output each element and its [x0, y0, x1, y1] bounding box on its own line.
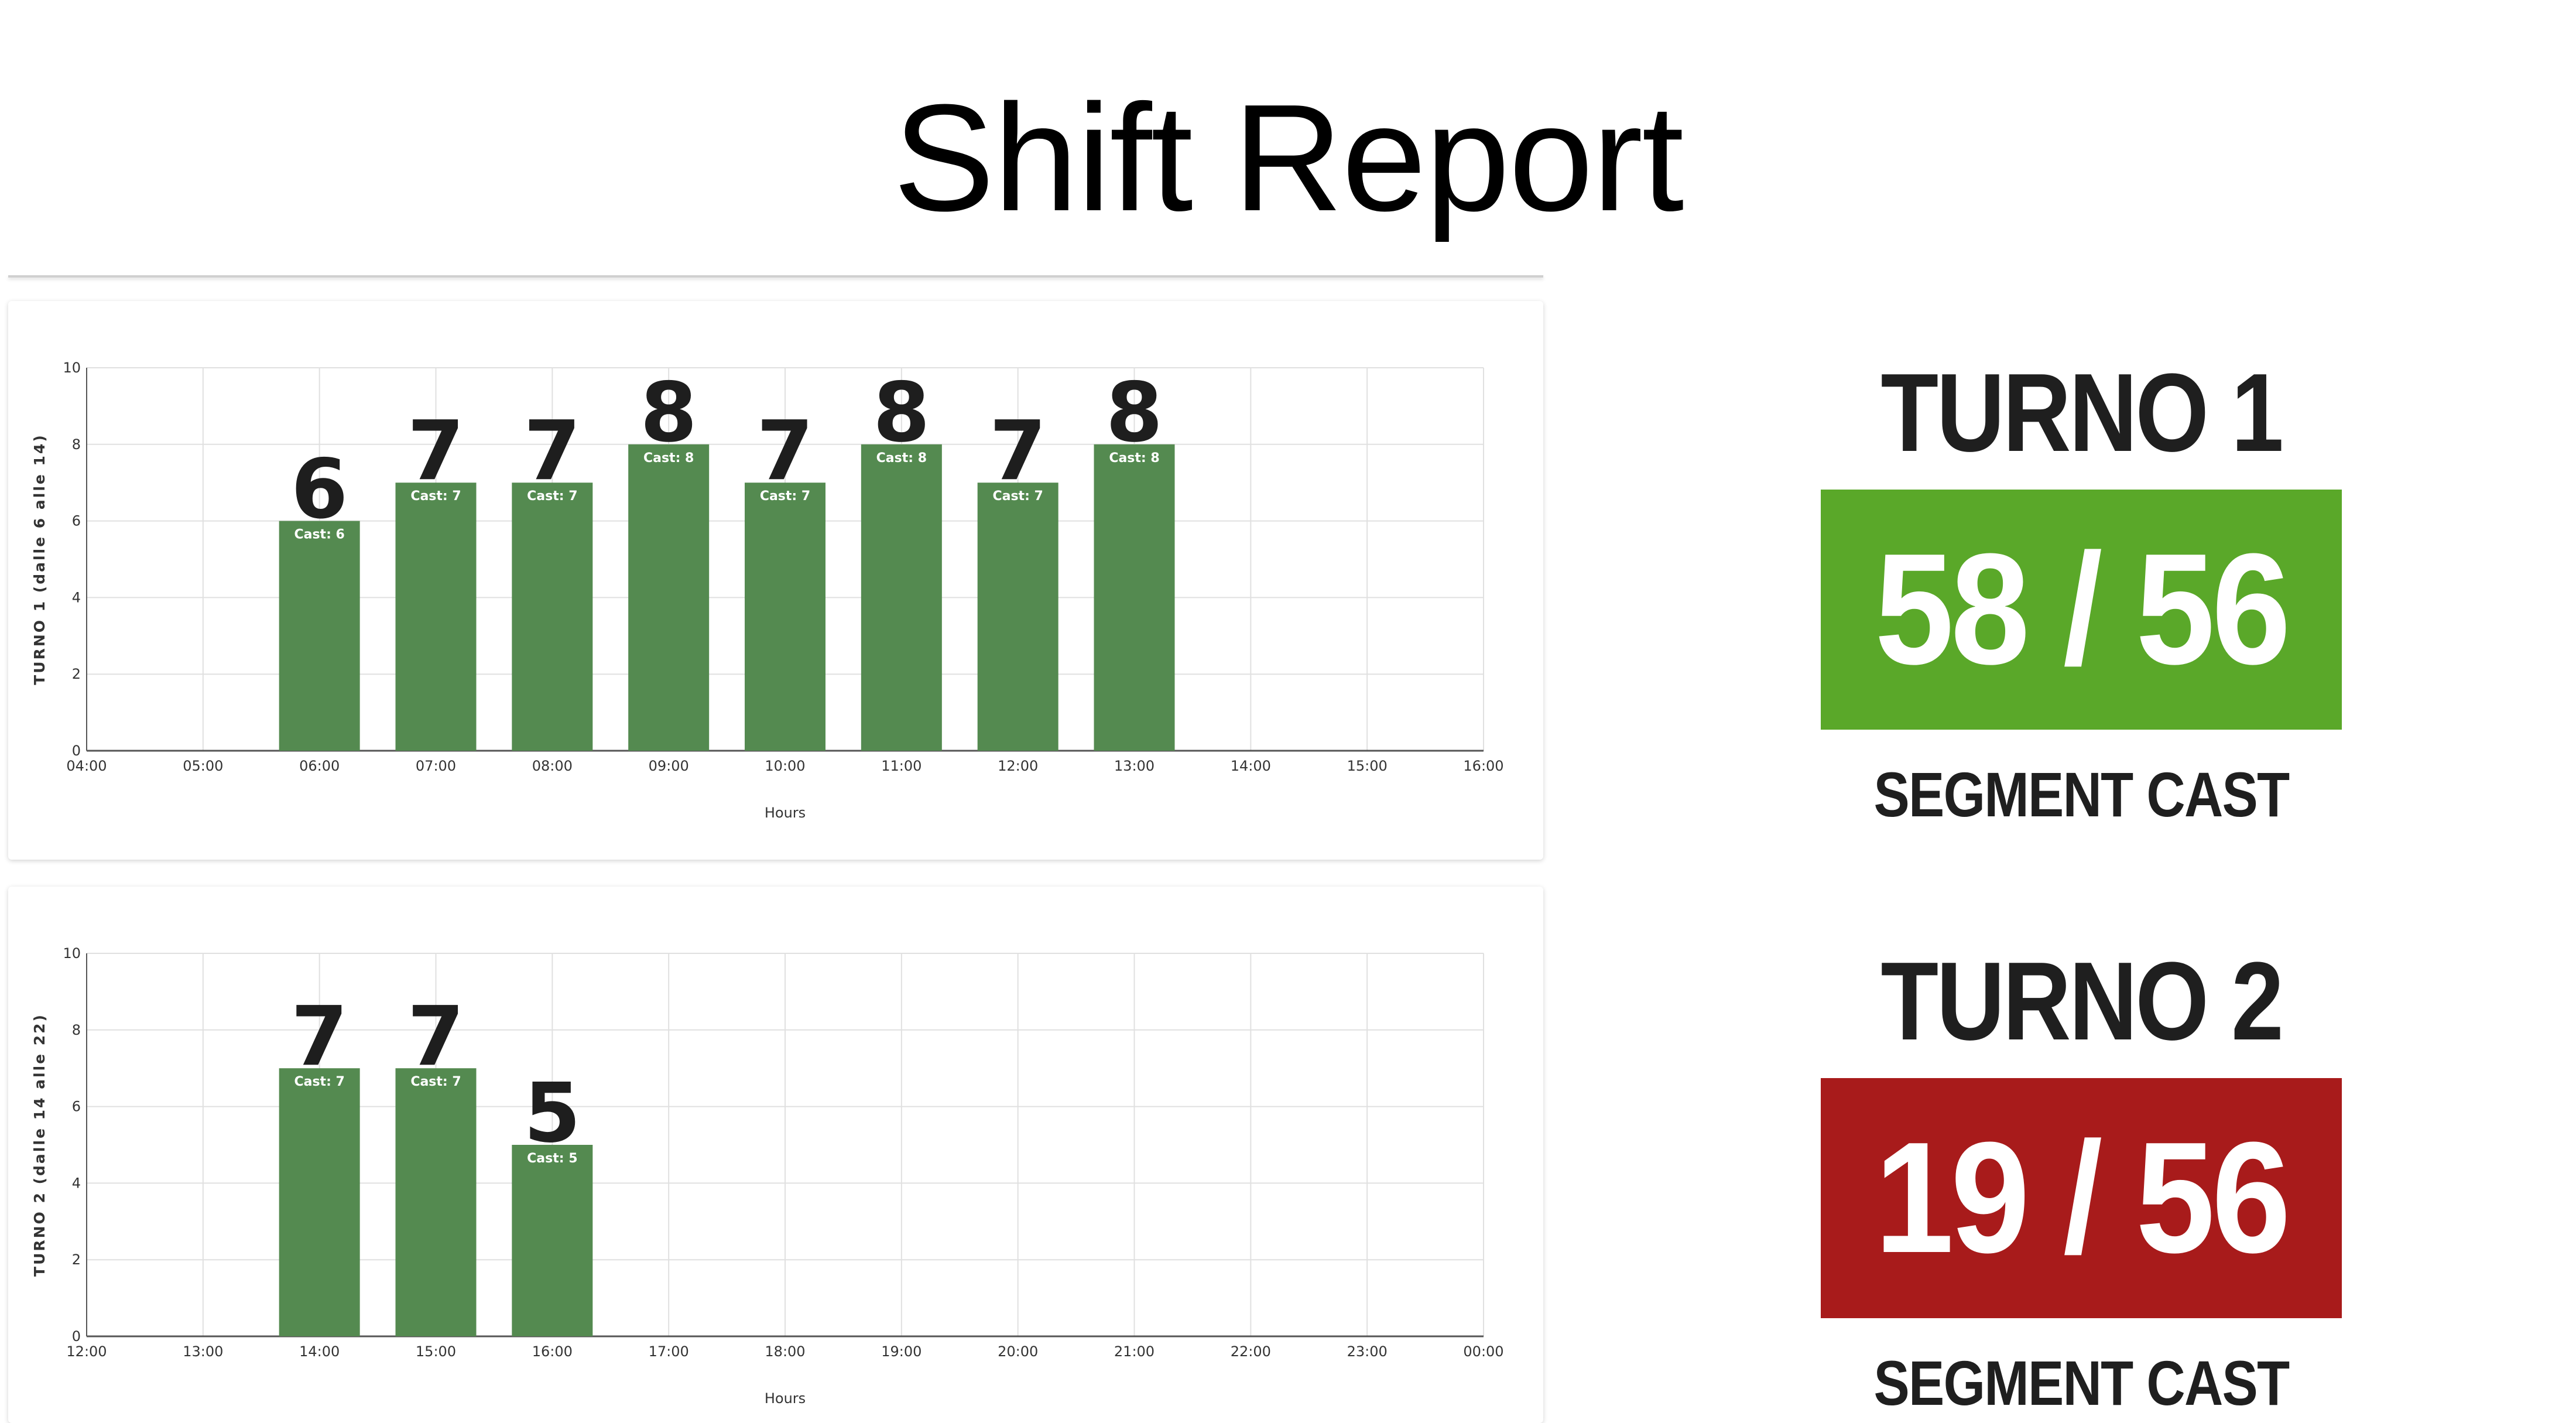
kpi-title: TURNO 1: [1880, 351, 2283, 475]
x-tick-label: 16:00: [1463, 758, 1503, 774]
x-axis-title: Hours: [765, 805, 806, 821]
y-tick-label: 2: [72, 1251, 81, 1268]
chart-turno-2: 0 2 4 6 8 10 12:00 13:00 14:00 15:00 16:00 17:00 18:…: [31, 945, 1504, 1407]
bar-cast-label: Cast: 6: [294, 528, 344, 542]
x-tick-label: 13:00: [1114, 758, 1155, 774]
x-tick-label: 06:00: [299, 758, 340, 774]
bar-cast-label: Cast: 7: [760, 489, 810, 504]
x-tick-label: 19:00: [881, 1343, 922, 1360]
bar-cast-label: Cast: 7: [527, 489, 577, 504]
kpi-title: TURNO 2: [1880, 939, 2283, 1063]
y-tick-label: 10: [63, 360, 81, 376]
chart-turno-1: 0 2 4 6 8 10 04:00 05:00 06:00 07:00 08:00 09:00 10:…: [31, 360, 1504, 821]
y-tick-label: 6: [72, 1099, 81, 1115]
chart-card-turno-1: 0 2 4 6 8 10 04:00 05:00 06:00 07:00 08:00 09:00 10:…: [8, 301, 1543, 860]
x-tick-label: 15:00: [416, 1343, 456, 1360]
bar-value-label: 7: [524, 403, 581, 499]
x-tick-label: 14:00: [1231, 758, 1271, 774]
x-tick-label: 10:00: [765, 758, 805, 774]
x-tick-label: 11:00: [881, 758, 922, 774]
y-axis-title: TURNO 1 (dalle 6 alle 14): [31, 433, 48, 685]
kpi-label: SEGMENT CAST: [1873, 1347, 2290, 1418]
kpi-value-box: 19 / 56: [1821, 1078, 2342, 1318]
bar: [395, 1068, 477, 1336]
x-tick-label: 09:00: [649, 758, 689, 774]
x-tick-label: 23:00: [1347, 1343, 1388, 1360]
y-tick-label: 6: [72, 513, 81, 529]
bar: [279, 1068, 360, 1336]
bar-cast-label: Cast: 5: [527, 1151, 577, 1166]
x-tick-label: 18:00: [765, 1343, 805, 1360]
bar-value-label: 7: [407, 989, 464, 1085]
x-tick-label: 20:00: [998, 1343, 1038, 1360]
x-tick-label: 22:00: [1231, 1343, 1271, 1360]
x-tick-label: 12:00: [998, 758, 1038, 774]
chart-card-turno-2: 0 2 4 6 8 10 12:00 13:00 14:00 15:00 16:00 17:00 18:…: [8, 887, 1543, 1423]
kpi-turno-1: TURNO 1 58 / 56 SEGMENT CAST: [1821, 351, 2342, 833]
bar-value-label: 7: [989, 403, 1046, 499]
x-tick-label: 07:00: [416, 758, 456, 774]
bar-cast-label: Cast: 8: [1109, 451, 1159, 466]
bar: [395, 483, 477, 751]
y-tick-label: 0: [72, 743, 81, 759]
kpi-label: SEGMENT CAST: [1873, 759, 2290, 830]
x-tick-label: 16:00: [532, 1343, 573, 1360]
bar-value-label: 7: [756, 403, 813, 499]
bar-value-label: 5: [524, 1066, 581, 1161]
x-tick-label: 21:00: [1114, 1343, 1155, 1360]
y-tick-label: 4: [72, 589, 81, 606]
y-tick-label: 2: [72, 666, 81, 682]
y-tick-label: 4: [72, 1175, 81, 1191]
bar-value-label: 8: [640, 365, 697, 461]
x-tick-label: 08:00: [532, 758, 573, 774]
bar: [512, 483, 593, 751]
x-tick-label: 17:00: [649, 1343, 689, 1360]
kpi-value: 19 / 56: [1875, 1110, 2291, 1286]
bar-value-label: 8: [873, 365, 930, 461]
bar: [1094, 444, 1175, 751]
bar-cast-label: Cast: 7: [410, 1075, 461, 1089]
y-tick-label: 0: [72, 1328, 81, 1345]
bar-cast-label: Cast: 8: [876, 451, 927, 466]
bar-cast-label: Cast: 7: [294, 1075, 344, 1089]
bar-value-label: 7: [407, 403, 464, 499]
y-tick-label: 8: [72, 436, 81, 453]
kpi-value: 58 / 56: [1875, 521, 2291, 697]
x-axis-title: Hours: [765, 1390, 806, 1407]
y-axis-title: TURNO 2 (dalle 14 alle 22): [31, 1013, 48, 1277]
x-tick-label: 05:00: [183, 758, 223, 774]
kpi-value-box: 58 / 56: [1821, 490, 2342, 730]
title-divider: [8, 275, 1543, 278]
x-tick-label: 12:00: [66, 1343, 107, 1360]
x-tick-label: 14:00: [299, 1343, 340, 1360]
bar: [279, 521, 360, 751]
bar-cast-label: Cast: 8: [643, 451, 694, 466]
y-tick-label: 8: [72, 1022, 81, 1038]
bar-cast-label: Cast: 7: [992, 489, 1043, 504]
bar-value-label: 7: [291, 989, 348, 1085]
bar-cast-label: Cast: 7: [410, 489, 461, 504]
page-title: Shift Report: [893, 73, 1684, 243]
bar: [512, 1145, 593, 1336]
bar: [861, 444, 942, 751]
y-tick-label: 10: [63, 945, 81, 962]
bar-value-label: 6: [291, 442, 348, 538]
x-tick-label: 13:00: [183, 1343, 223, 1360]
x-tick-label: 04:00: [66, 758, 107, 774]
bar: [628, 444, 710, 751]
bar-value-label: 8: [1106, 365, 1163, 461]
x-tick-label: 00:00: [1463, 1343, 1503, 1360]
bar: [745, 483, 825, 751]
bar: [977, 483, 1059, 751]
kpi-turno-2: TURNO 2 19 / 56 SEGMENT CAST: [1821, 940, 2342, 1421]
x-tick-label: 15:00: [1347, 758, 1388, 774]
